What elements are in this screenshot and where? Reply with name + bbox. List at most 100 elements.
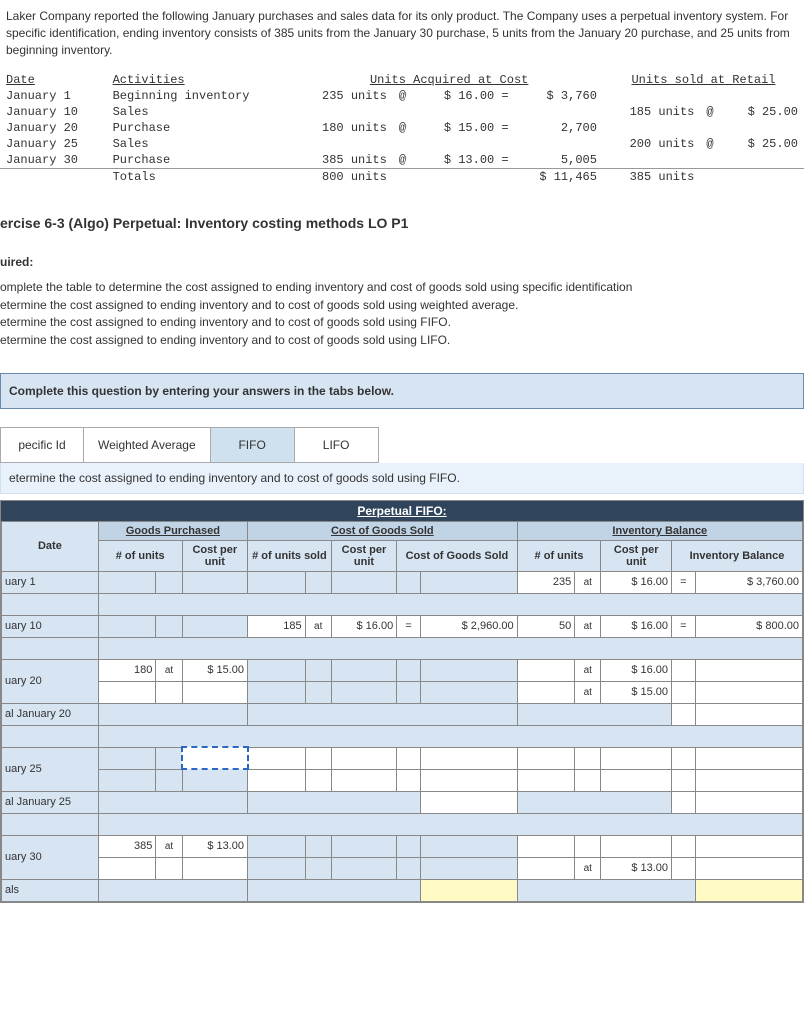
cogs-amt[interactable] xyxy=(420,769,517,791)
th: # of units xyxy=(98,540,182,571)
inv-units[interactable]: 235 xyxy=(517,571,575,593)
scpu[interactable] xyxy=(331,769,396,791)
cogs-total[interactable] xyxy=(420,791,517,813)
c: 385 units xyxy=(295,152,392,169)
scpu[interactable]: $ 16.00 xyxy=(331,615,396,637)
cell xyxy=(420,659,517,681)
cogs-amt[interactable] xyxy=(420,747,517,769)
c: @ xyxy=(393,120,417,136)
eq xyxy=(672,857,696,879)
cell xyxy=(98,703,247,725)
th-goods-purchased: Goods Purchased xyxy=(98,521,247,540)
inv-bal[interactable] xyxy=(695,791,802,813)
units-sold[interactable] xyxy=(248,747,306,769)
eq xyxy=(672,747,696,769)
inv-bal[interactable] xyxy=(695,857,802,879)
tab-fifo[interactable]: FIFO xyxy=(211,427,295,463)
row-date: uary 10 xyxy=(2,615,99,637)
inv-cpu[interactable]: $ 16.00 xyxy=(601,615,672,637)
gp-cpu[interactable]: $ 15.00 xyxy=(182,659,247,681)
inv-bal[interactable] xyxy=(695,681,802,703)
tab-weighted-average[interactable]: Weighted Average xyxy=(84,427,211,463)
th-cogs: Cost of Goods Sold xyxy=(248,521,518,540)
inv-bal[interactable] xyxy=(695,703,802,725)
inv-cpu[interactable] xyxy=(601,835,672,857)
gp-units[interactable]: 180 xyxy=(98,659,156,681)
inv-units[interactable] xyxy=(517,747,575,769)
inv-units[interactable]: 50 xyxy=(517,615,575,637)
inv-cpu[interactable]: $ 16.00 xyxy=(601,571,672,593)
th: Cost per unit xyxy=(182,540,247,571)
cell xyxy=(182,615,247,637)
inv-units[interactable] xyxy=(517,769,575,791)
cell xyxy=(248,681,306,703)
row-date: al January 20 xyxy=(2,703,99,725)
cell xyxy=(397,857,421,879)
cogs-amt[interactable]: $ 2,960.00 xyxy=(420,615,517,637)
cell xyxy=(672,791,696,813)
inv-units[interactable] xyxy=(517,659,575,681)
units-sold[interactable] xyxy=(248,769,306,791)
c: 180 units xyxy=(295,120,392,136)
units-sold[interactable]: 185 xyxy=(248,615,306,637)
cell[interactable] xyxy=(182,857,247,879)
spacer xyxy=(2,725,99,747)
inv-units[interactable] xyxy=(517,835,575,857)
cell[interactable] xyxy=(182,681,247,703)
cell xyxy=(248,879,421,901)
c: $ 25.00 xyxy=(725,136,804,152)
th-date: Date xyxy=(2,521,99,571)
at xyxy=(305,747,331,769)
cell xyxy=(420,681,517,703)
th: Inventory Balance xyxy=(672,540,803,571)
inv-cpu[interactable]: $ 13.00 xyxy=(601,857,672,879)
inv-cpu[interactable] xyxy=(601,769,672,791)
cell xyxy=(98,791,247,813)
scpu[interactable] xyxy=(331,747,396,769)
at: at xyxy=(575,615,601,637)
c: January 20 xyxy=(0,120,107,136)
spacer xyxy=(98,813,802,835)
inv-bal[interactable] xyxy=(695,835,802,857)
at xyxy=(575,835,601,857)
cell xyxy=(397,659,421,681)
cogs-total[interactable] xyxy=(420,879,517,901)
row-date: al January 25 xyxy=(2,791,99,813)
cell[interactable] xyxy=(98,681,156,703)
gp-cpu[interactable]: $ 13.00 xyxy=(182,835,247,857)
inv-bal[interactable] xyxy=(695,769,802,791)
c: Purchase xyxy=(107,152,296,169)
req-line: etermine the cost assigned to ending inv… xyxy=(0,297,804,314)
cell xyxy=(305,571,331,593)
inv-cpu[interactable]: $ 16.00 xyxy=(601,659,672,681)
eq xyxy=(672,659,696,681)
tab-lifo[interactable]: LIFO xyxy=(295,427,379,463)
c: $ 16.00 = xyxy=(417,88,514,104)
inv-bal[interactable] xyxy=(695,659,802,681)
inv-cpu[interactable]: $ 15.00 xyxy=(601,681,672,703)
cell xyxy=(672,703,696,725)
inv-units[interactable] xyxy=(517,857,575,879)
cell xyxy=(517,703,671,725)
th-date: Date xyxy=(0,72,107,88)
cell xyxy=(420,571,517,593)
cell[interactable] xyxy=(98,857,156,879)
cell xyxy=(248,857,306,879)
inv-bal[interactable]: $ 800.00 xyxy=(695,615,802,637)
req-line: etermine the cost assigned to ending inv… xyxy=(0,332,804,349)
th: # of units xyxy=(517,540,601,571)
inv-cpu[interactable] xyxy=(601,747,672,769)
at: at xyxy=(575,681,601,703)
inv-bal[interactable] xyxy=(695,747,802,769)
tab-specific-id[interactable]: pecific Id xyxy=(0,427,84,463)
transactions-table: Date Activities Units Acquired at Cost U… xyxy=(0,72,804,185)
gp-units[interactable]: 385 xyxy=(98,835,156,857)
inv-total[interactable] xyxy=(695,879,802,901)
inv-bal[interactable]: $ 3,760.00 xyxy=(695,571,802,593)
active-input[interactable] xyxy=(182,747,247,769)
c: Purchase xyxy=(107,120,296,136)
inv-units[interactable] xyxy=(517,681,575,703)
eq: = xyxy=(672,571,696,593)
cell xyxy=(156,769,182,791)
req-line: etermine the cost assigned to ending inv… xyxy=(0,314,804,331)
